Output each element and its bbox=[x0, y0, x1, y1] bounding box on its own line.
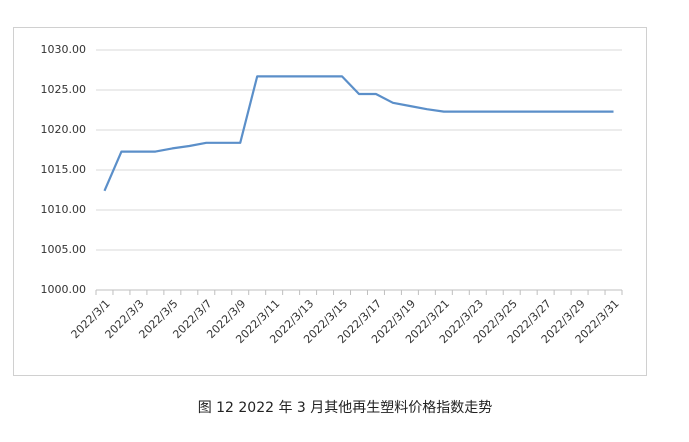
chart-caption: 图 12 2022 年 3 月其他再生塑料价格指数走势 bbox=[198, 400, 493, 416]
y-tick-label: 1030.00 bbox=[41, 43, 87, 56]
y-tick-label: 1000.00 bbox=[41, 283, 87, 296]
y-tick-label: 1020.00 bbox=[41, 123, 87, 136]
y-tick-label: 1015.00 bbox=[41, 163, 87, 176]
data-line bbox=[103, 75, 614, 192]
chart-frame bbox=[13, 27, 647, 376]
y-tick-label: 1025.00 bbox=[41, 83, 87, 96]
y-tick-label: 1010.00 bbox=[41, 203, 87, 216]
y-tick-label: 1005.00 bbox=[41, 243, 87, 256]
